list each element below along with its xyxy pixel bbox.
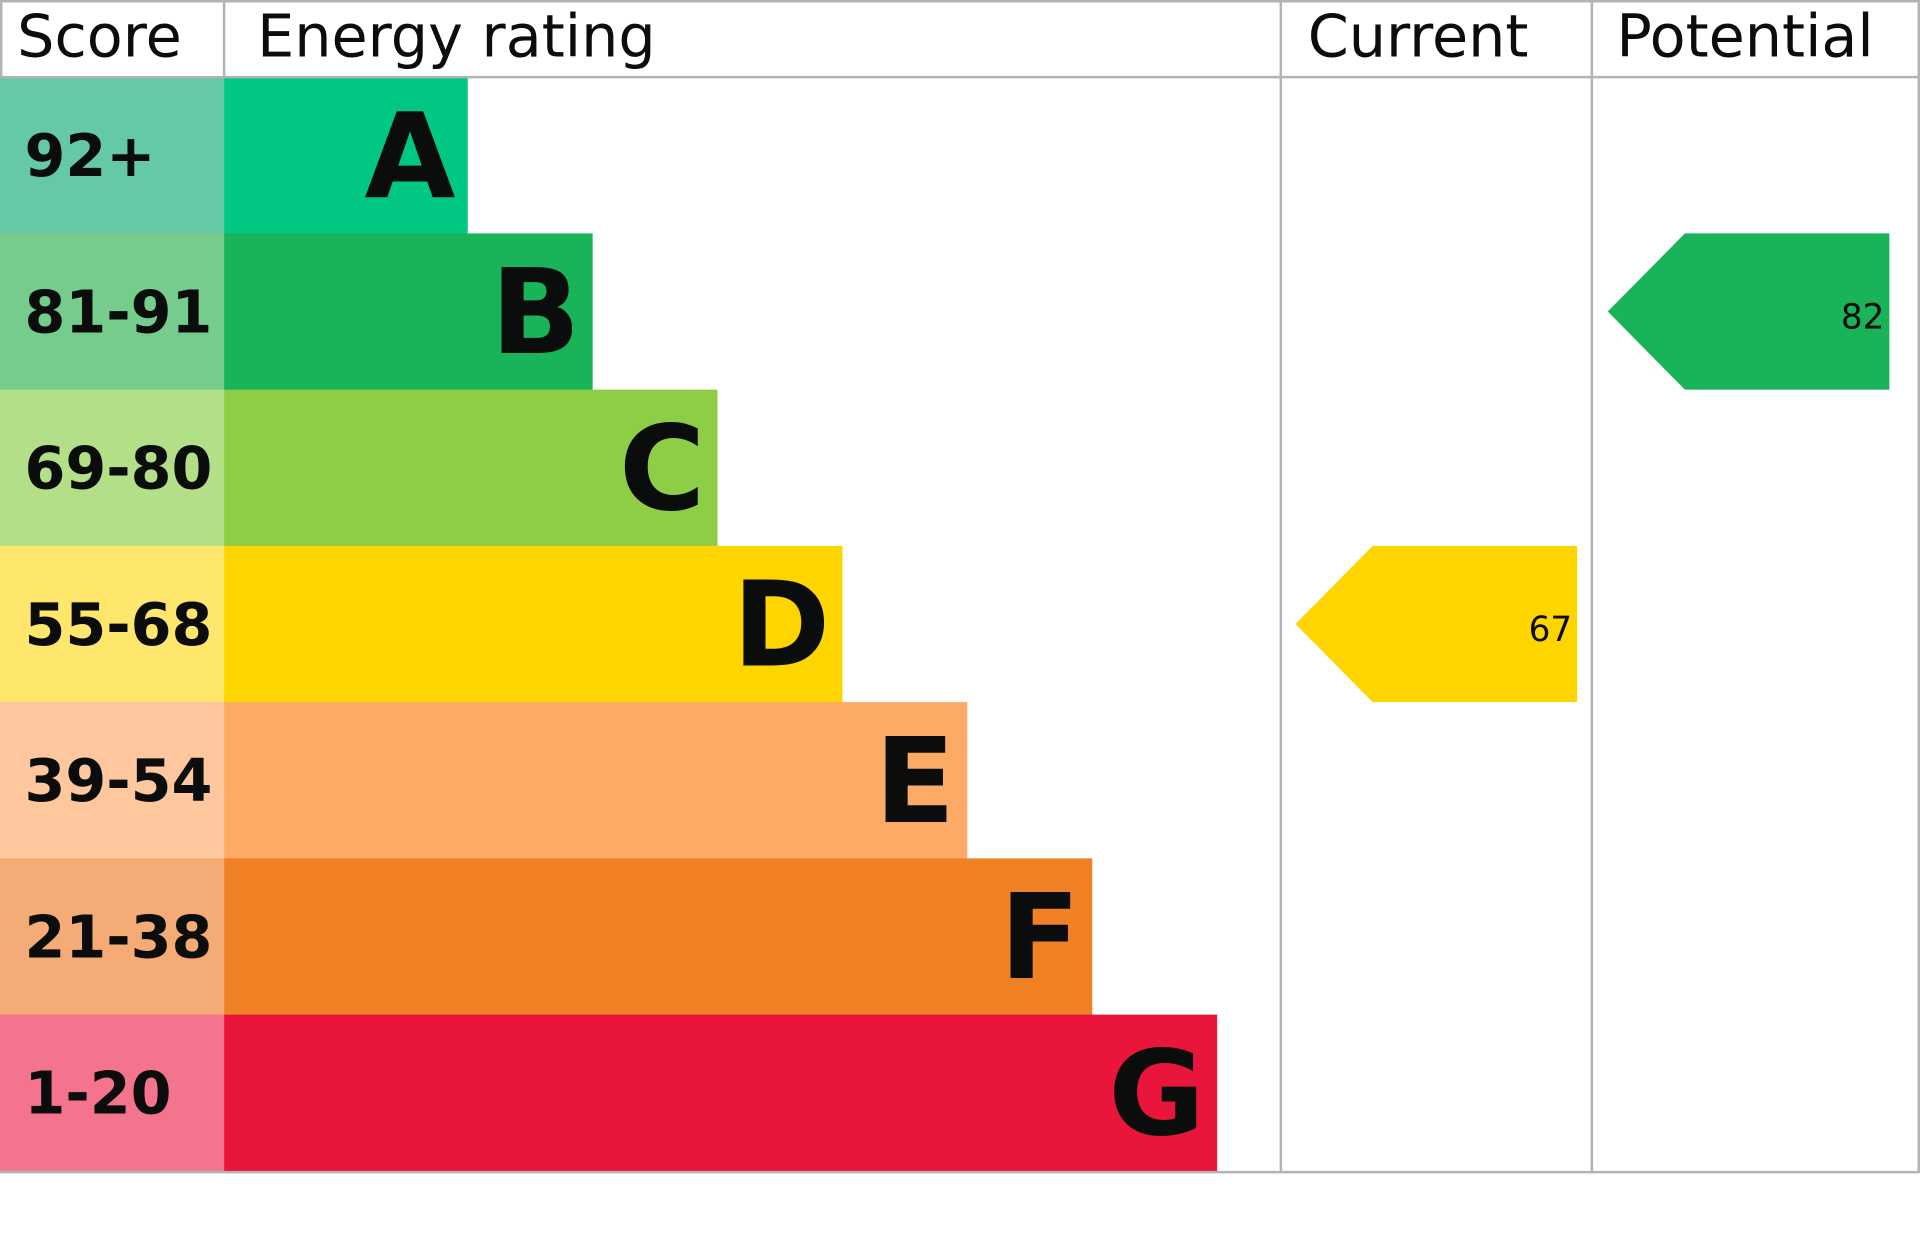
band-bar-E <box>224 702 968 859</box>
score-range-C: 69-80 <box>24 434 212 503</box>
score-cell-G <box>0 1014 225 1172</box>
header-potential: Potential <box>1616 1 1873 70</box>
score-range-A: 92+ <box>24 121 155 190</box>
score-cell-C <box>0 389 225 547</box>
score-range-D: 55-68 <box>24 590 212 659</box>
score-cell-D <box>0 545 225 703</box>
band-bar-A <box>224 77 468 235</box>
header-energy-rating: Energy rating <box>257 1 656 70</box>
header-current: Current <box>1308 1 1529 70</box>
band-bar-C <box>224 389 718 547</box>
score-range-B: 81-91 <box>24 277 212 346</box>
band-letter-B: B <box>491 244 581 381</box>
band-letter-A: A <box>365 88 456 225</box>
band-letter-C: C <box>619 400 705 537</box>
current-rating-arrow <box>1295 545 1578 703</box>
score-cell-A <box>0 77 225 235</box>
band-bar-D <box>224 545 843 703</box>
potential-rating-value: 82 <box>1841 298 1885 338</box>
score-cell-E <box>0 702 225 859</box>
band-letter-E: E <box>875 713 955 850</box>
potential-rating-arrow <box>1607 233 1890 390</box>
band-letter-F: F <box>1000 869 1080 1006</box>
header-score: Score <box>17 1 182 70</box>
score-cell-F <box>0 858 225 1016</box>
score-range-F: 21-38 <box>24 902 212 971</box>
band-bar-F <box>224 858 1093 1016</box>
score-range-G: 1-20 <box>24 1059 171 1128</box>
score-range-E: 39-54 <box>24 746 212 815</box>
band-bar-B <box>224 233 593 391</box>
current-rating-value: 67 <box>1529 610 1573 650</box>
band-bar-G <box>224 1014 1218 1172</box>
band-letter-G: G <box>1108 1025 1204 1162</box>
band-letter-D: D <box>733 557 831 694</box>
grid-lines <box>0 0 1920 1174</box>
score-cell-B <box>0 233 225 391</box>
